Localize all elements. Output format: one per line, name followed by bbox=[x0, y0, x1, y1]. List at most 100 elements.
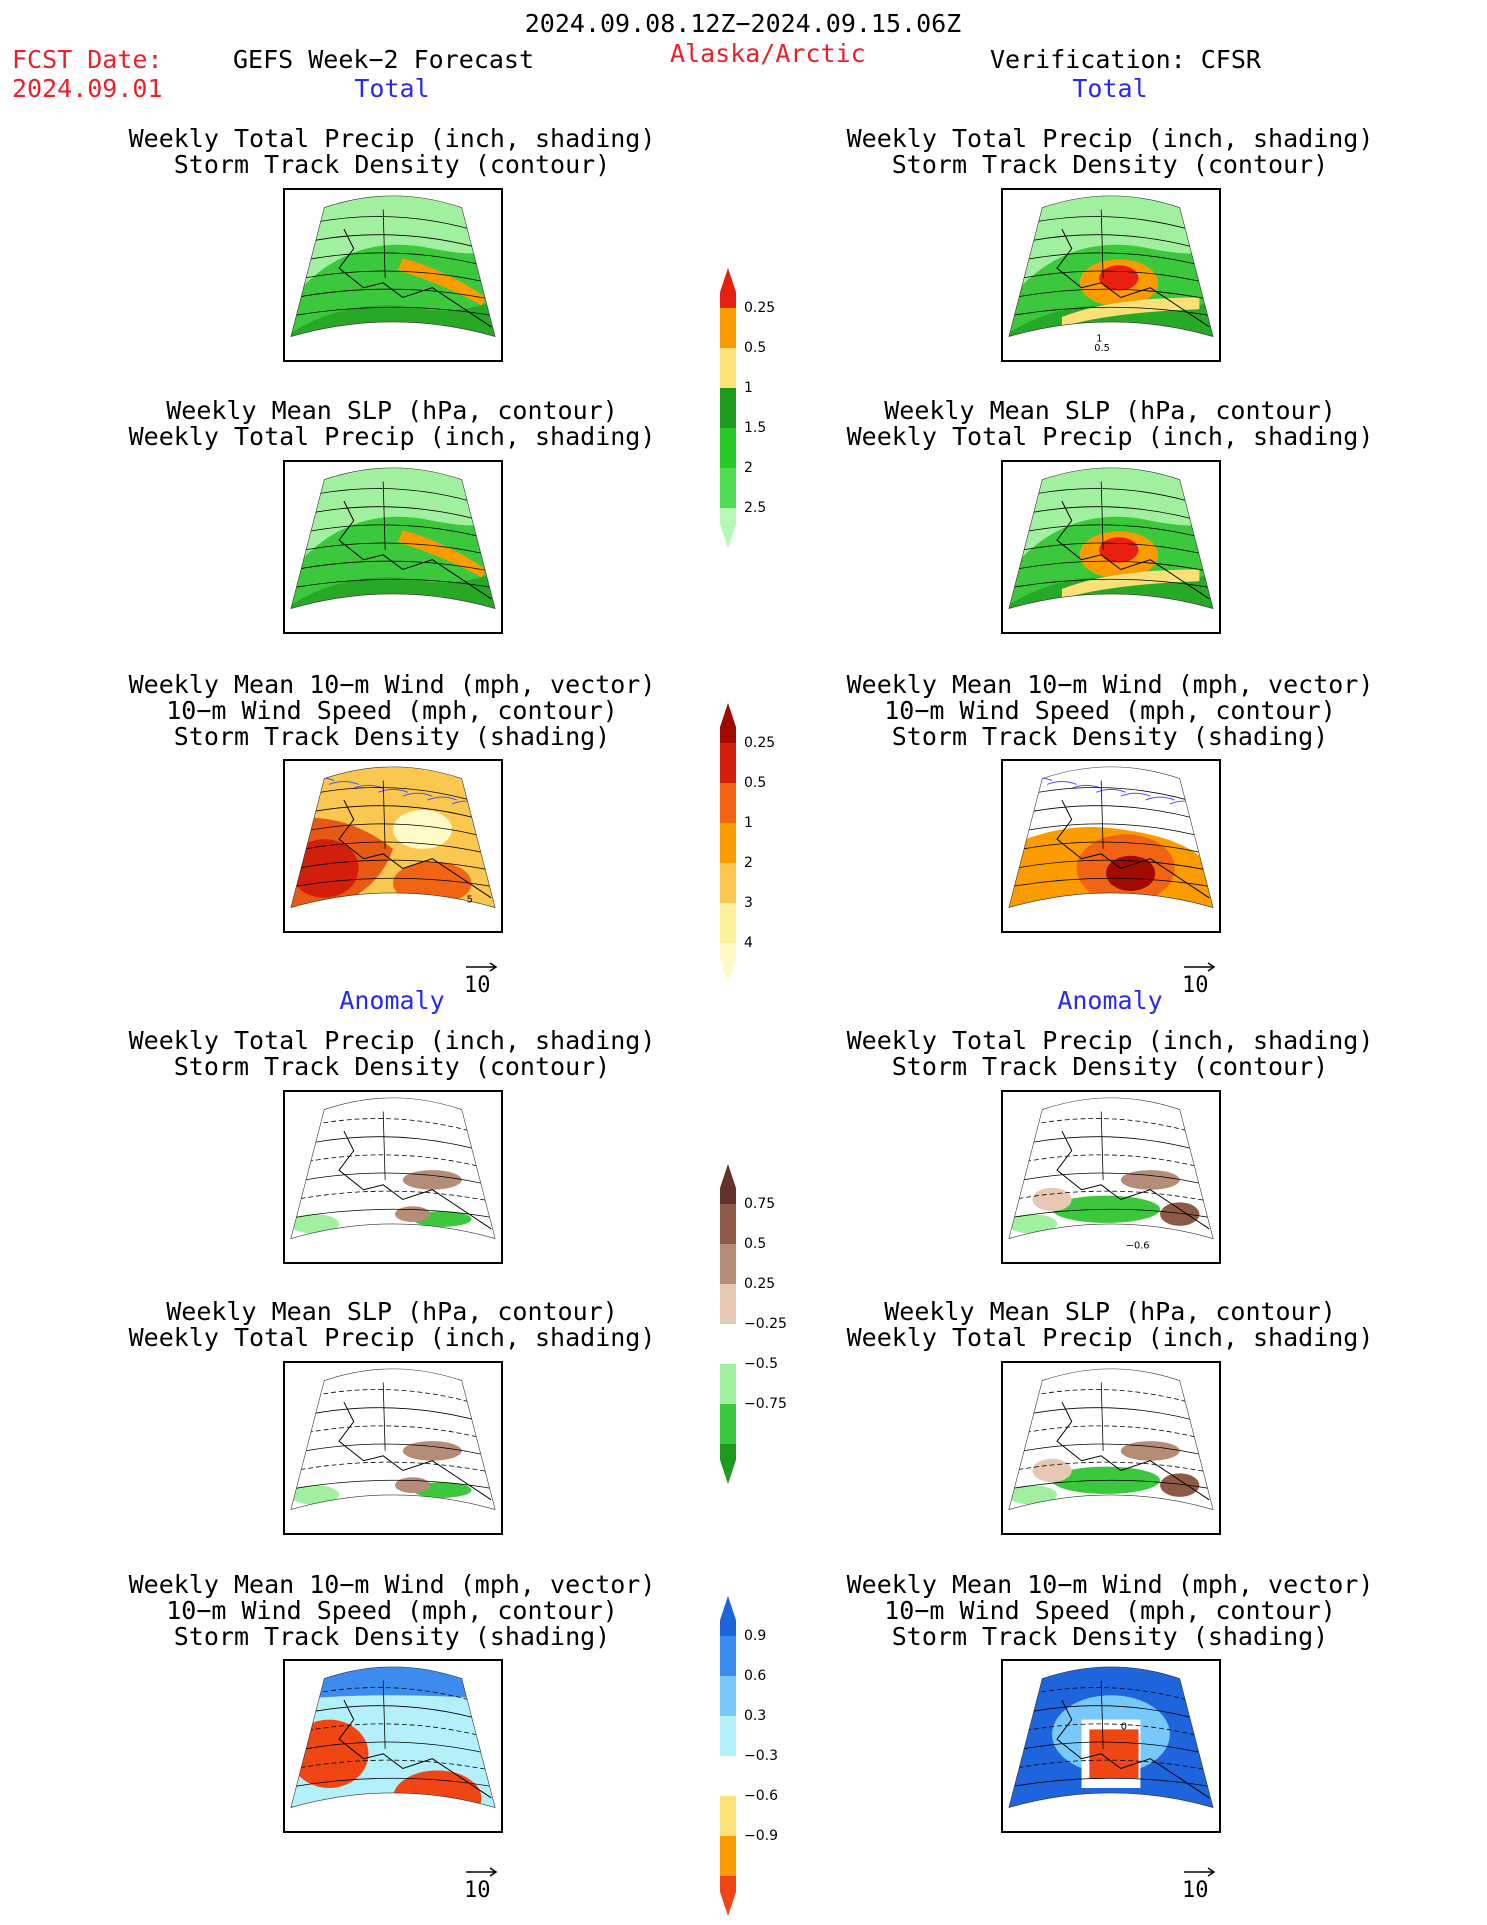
map-canvas bbox=[1008, 467, 1214, 609]
arrow-icon bbox=[1184, 962, 1216, 972]
arrow-icon bbox=[1184, 1867, 1216, 1877]
arrow-icon bbox=[466, 1867, 498, 1877]
panel-title-line: 10−m Wind Speed (mph, contour) bbox=[884, 696, 1336, 725]
colorbar-label: 0.9 bbox=[744, 1628, 767, 1644]
panel-title-line: Weekly Mean SLP (hPa, contour) bbox=[166, 396, 618, 425]
colorbar-segment bbox=[720, 703, 736, 743]
map-canvas: 5 bbox=[290, 766, 496, 908]
fcst-date-value: 2024.09.01 bbox=[12, 74, 163, 103]
colorbar-segment bbox=[720, 1164, 736, 1204]
map-canvas bbox=[1008, 1368, 1214, 1510]
colorbar-segment bbox=[720, 1756, 736, 1796]
date-range: 2024.09.08.12Z−2024.09.15.06Z bbox=[524, 9, 962, 38]
colorbar-segment bbox=[720, 943, 736, 983]
colorbar-label: 0.25 bbox=[744, 1276, 776, 1292]
contour-label: 1 bbox=[1096, 333, 1102, 344]
panel-title-line: Weekly Total Precip (inch, shading) bbox=[846, 124, 1374, 153]
panel-title-line: Weekly Mean 10−m Wind (mph, vector) bbox=[846, 670, 1374, 699]
section-label-anomaly-left: Anomaly bbox=[339, 986, 445, 1015]
colorbar-label: 0.6 bbox=[744, 1668, 767, 1684]
colorbar-segment bbox=[720, 1364, 736, 1404]
colorbar-segment bbox=[720, 903, 736, 943]
colorbar-label: 0.25 bbox=[744, 300, 776, 316]
map-canvas bbox=[290, 1097, 496, 1239]
map-panel-precip_anom-fcst bbox=[283, 1090, 503, 1264]
colorbar-segment bbox=[720, 348, 736, 388]
map-panel-precip_total-ver: 1 0.5 bbox=[1001, 188, 1221, 362]
panel-title-line: Weekly Total Precip (inch, shading) bbox=[846, 1323, 1374, 1352]
colorbar-label: 2 bbox=[744, 855, 753, 871]
colorbar-segment bbox=[720, 468, 736, 508]
colorbar-segment bbox=[720, 1404, 736, 1444]
reference-vector-value: 10 bbox=[464, 1878, 491, 1903]
colorbar-precip_total: 0.25 0.5 1 1.5 2 2.5 bbox=[720, 268, 775, 548]
map-panel-slp_total-ver bbox=[1001, 460, 1221, 634]
map-canvas: 10.5 bbox=[1008, 195, 1214, 354]
colorbar-segment bbox=[720, 1796, 736, 1836]
colorbar-segment bbox=[720, 508, 736, 548]
panel-title-line: Storm Track Density (shading) bbox=[173, 1622, 611, 1651]
section-label-total-right: Total bbox=[1072, 74, 1148, 103]
colorbar-label: 1.5 bbox=[744, 420, 767, 436]
contour-label: −0.6 bbox=[1126, 1240, 1150, 1251]
colorbar-segment bbox=[720, 823, 736, 863]
colorbar-segment bbox=[720, 1244, 736, 1284]
panel-title-line: Weekly Mean SLP (hPa, contour) bbox=[884, 1297, 1336, 1326]
map-panel-slp_anom-fcst bbox=[283, 1361, 503, 1535]
map-canvas bbox=[290, 1666, 496, 1808]
colorbar-label: −0.6 bbox=[744, 1788, 778, 1804]
panel-title-line: Weekly Total Precip (inch, shading) bbox=[128, 422, 656, 451]
colorbar-label: 0.25 bbox=[744, 735, 776, 751]
panel-title-line: Weekly Mean 10−m Wind (mph, vector) bbox=[128, 670, 656, 699]
panel-title-line: Storm Track Density (shading) bbox=[891, 722, 1329, 751]
map-canvas bbox=[290, 195, 496, 337]
colorbar-label: 1 bbox=[744, 380, 753, 396]
colorbar-segment bbox=[720, 1836, 736, 1876]
colorbar-segment bbox=[720, 1324, 736, 1364]
map-panel-precip_total-fcst bbox=[283, 188, 503, 362]
colorbar-label: 0.5 bbox=[744, 340, 767, 356]
panel-title-line: Storm Track Density (shading) bbox=[891, 1622, 1329, 1651]
colorbar-segment bbox=[720, 783, 736, 823]
arrow-icon bbox=[466, 962, 498, 972]
region-title: Alaska/Arctic bbox=[670, 39, 866, 68]
contour-label: 0 bbox=[1121, 1721, 1127, 1732]
colorbar-segment bbox=[720, 1636, 736, 1676]
panel-title-line: 10−m Wind Speed (mph, contour) bbox=[884, 1596, 1336, 1625]
colorbar-segment bbox=[720, 1676, 736, 1716]
map-canvas bbox=[290, 467, 496, 609]
map-canvas bbox=[290, 1368, 496, 1510]
colorbar-label: 0.75 bbox=[744, 1196, 776, 1212]
panel-title-line: Weekly Mean SLP (hPa, contour) bbox=[166, 1297, 618, 1326]
colorbar-segment bbox=[720, 1716, 736, 1756]
colorbar-track_anom: 0.9 0.6 0.3 −0.3 −0.6 −0.9 bbox=[720, 1596, 778, 1916]
map-canvas bbox=[1008, 766, 1214, 908]
colorbar-label: 2 bbox=[744, 460, 753, 476]
colorbar-segment bbox=[720, 1444, 736, 1484]
panel-title-line: Storm Track Density (contour) bbox=[891, 1052, 1329, 1081]
colorbar-label: −0.9 bbox=[744, 1828, 778, 1844]
reference-vector-value: 10 bbox=[1182, 1878, 1209, 1903]
panel-title-line: Weekly Total Precip (inch, shading) bbox=[846, 1026, 1374, 1055]
panel-title-line: Storm Track Density (shading) bbox=[173, 722, 611, 751]
panel-title-line: 10−m Wind Speed (mph, contour) bbox=[166, 1596, 618, 1625]
map-canvas: −0.6 bbox=[1008, 1097, 1214, 1251]
contour-label: 0.5 bbox=[1094, 343, 1110, 354]
colorbar-label: −0.5 bbox=[744, 1356, 778, 1372]
colorbar-segment bbox=[720, 428, 736, 468]
section-label-anomaly-right: Anomaly bbox=[1057, 986, 1163, 1015]
contour-label: 5 bbox=[467, 895, 473, 906]
panel-title-line: Weekly Mean 10−m Wind (mph, vector) bbox=[128, 1570, 656, 1599]
colorbar-precip_anom: 0.75 0.5 0.25 −0.25 −0.5 −0.75 bbox=[720, 1164, 787, 1484]
colorbar-label: 3 bbox=[744, 895, 753, 911]
colorbar-label: 1 bbox=[744, 815, 753, 831]
reference-vector-value: 10 bbox=[464, 973, 491, 998]
colorbar-label: −0.75 bbox=[744, 1396, 787, 1412]
colorbar-label: −0.25 bbox=[744, 1316, 787, 1332]
panel-title-line: Weekly Total Precip (inch, shading) bbox=[128, 1323, 656, 1352]
panel-title-line: Weekly Mean SLP (hPa, contour) bbox=[884, 396, 1336, 425]
map-panel-wind_anom-ver: 0 bbox=[1001, 1659, 1221, 1833]
colorbar-label: 0.3 bbox=[744, 1708, 767, 1724]
colorbar-label: −0.3 bbox=[744, 1748, 778, 1764]
colorbar-segment bbox=[720, 308, 736, 348]
